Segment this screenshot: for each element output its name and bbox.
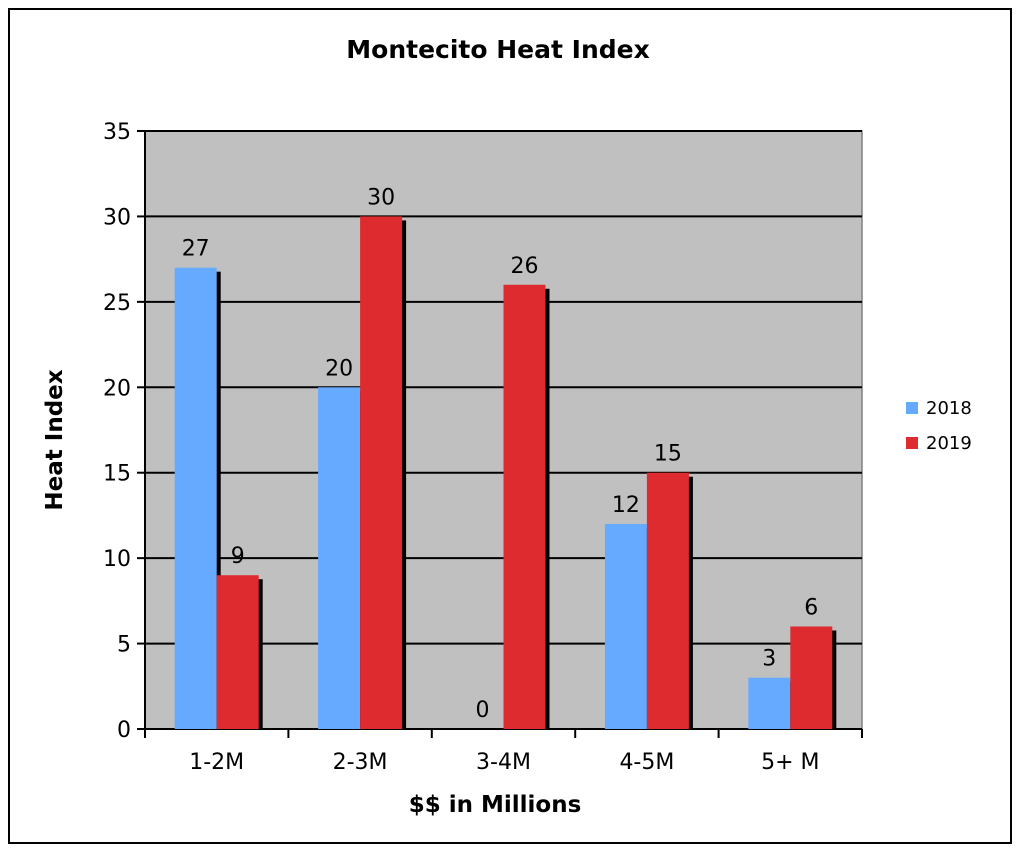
- y-tick-label: 30: [103, 205, 131, 230]
- y-tick-label: 5: [117, 633, 131, 658]
- bar-2019: [360, 216, 403, 729]
- legend-label-2019: 2019: [926, 433, 972, 454]
- y-tick-label: 0: [117, 718, 131, 743]
- data-label: 30: [367, 185, 395, 210]
- bar-2018: [604, 523, 647, 729]
- y-tick-label: 15: [103, 462, 131, 487]
- x-tick-label: 2-3M: [333, 750, 388, 775]
- y-tick-label: 25: [103, 291, 131, 316]
- legend-label-2018: 2018: [926, 398, 972, 419]
- data-label: 15: [654, 442, 682, 467]
- bar-2018: [318, 387, 361, 729]
- data-label: 9: [231, 544, 245, 569]
- legend-swatch-2019: [906, 437, 918, 449]
- x-tick-label: 4-5M: [619, 750, 674, 775]
- legend: 2018 2019: [906, 398, 972, 454]
- data-label: 0: [476, 698, 490, 723]
- data-label: 12: [612, 493, 640, 518]
- data-label: 20: [325, 356, 353, 381]
- bar-2018: [748, 677, 791, 729]
- data-label: 3: [762, 647, 776, 672]
- y-tick-label: 20: [103, 376, 131, 401]
- x-tick-label: 1-2M: [189, 750, 244, 775]
- data-label: 6: [804, 595, 818, 620]
- bar-2018: [174, 267, 217, 729]
- chart-title: Montecito Heat Index: [346, 35, 649, 64]
- x-axis-label: $$ in Millions: [409, 792, 582, 818]
- plot-area: 27 9 20 30 0 26 12 15 3 6: [144, 130, 863, 730]
- x-tick-label: 5+ M: [761, 750, 819, 775]
- bar-2019: [216, 575, 259, 729]
- bar-2019: [790, 626, 833, 729]
- data-label: 26: [511, 254, 539, 279]
- y-tick-label: 35: [103, 120, 131, 145]
- x-tick-label: 3-4M: [476, 750, 531, 775]
- legend-swatch-2018: [906, 402, 918, 414]
- bar-2019: [503, 284, 546, 729]
- bar-2019: [646, 472, 689, 729]
- y-axis-label: Heat Index: [42, 369, 68, 510]
- data-label: 27: [182, 237, 210, 262]
- y-tick-label: 10: [103, 547, 131, 572]
